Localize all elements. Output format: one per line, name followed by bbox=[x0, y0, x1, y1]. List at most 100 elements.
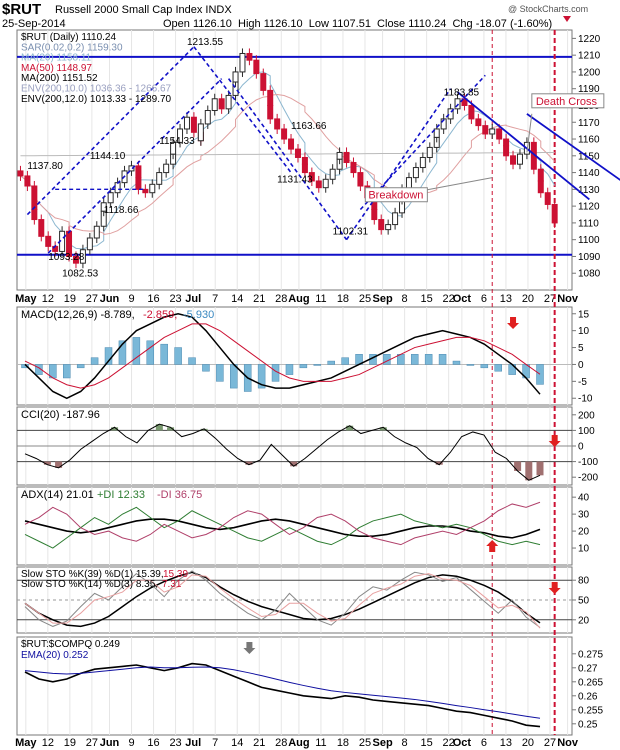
candle-body bbox=[301, 163, 308, 174]
x-tick-label: Aug bbox=[288, 293, 309, 305]
x-tick-label: 27 bbox=[544, 293, 556, 305]
candle-body bbox=[503, 145, 510, 157]
x-tick-label: 20 bbox=[522, 737, 534, 749]
candle-body bbox=[440, 118, 447, 130]
death-cross-callout-text: Death Cross bbox=[536, 96, 598, 108]
cci-oversold-fill bbox=[536, 461, 544, 476]
breakdown-callout-pointer bbox=[427, 177, 493, 191]
candle-body bbox=[107, 192, 114, 204]
x-tick-label: Jul bbox=[185, 293, 201, 305]
candle-body bbox=[350, 162, 357, 174]
macd-histogram-bar bbox=[466, 364, 475, 366]
x-tick-label: 27 bbox=[86, 293, 98, 305]
candle-body bbox=[93, 225, 100, 239]
adx-y-tick-label: 20 bbox=[578, 527, 590, 538]
candle-body bbox=[537, 180, 544, 194]
breakdown-callout-text: Breakdown bbox=[368, 190, 423, 202]
candle-body bbox=[392, 212, 399, 226]
x-tick-label: 6 bbox=[481, 293, 487, 305]
ticker-title: $RUT bbox=[2, 1, 42, 18]
candle-body bbox=[343, 151, 350, 164]
candle-body bbox=[426, 146, 433, 158]
price-y-tick-label: 1170 bbox=[578, 118, 600, 129]
down-arrow-icon bbox=[243, 642, 256, 654]
macd-histogram-bar bbox=[313, 364, 322, 366]
x-tick-label: Sep bbox=[373, 737, 393, 749]
candle-body bbox=[336, 151, 343, 160]
candle-body bbox=[86, 237, 93, 251]
macd-histogram-bar bbox=[452, 360, 461, 365]
cci-y-tick-label: 200 bbox=[578, 410, 595, 421]
macd-y-tick-label: -10 bbox=[578, 394, 593, 405]
exchange: INDX bbox=[205, 4, 232, 16]
price-y-tick-label: 1130 bbox=[578, 185, 600, 196]
candle-body bbox=[211, 98, 218, 112]
x-tick-label: 18 bbox=[337, 737, 349, 749]
adx-series-line bbox=[24, 506, 541, 549]
x-tick-label: 8 bbox=[402, 737, 408, 749]
macd-histogram-bar bbox=[257, 364, 266, 389]
x-tick-label: 22 bbox=[443, 293, 455, 305]
cci-overbought-fill bbox=[346, 425, 354, 431]
stoch-series-line bbox=[24, 571, 541, 628]
channel-line bbox=[359, 74, 486, 211]
candle-body bbox=[183, 116, 190, 130]
ratio-legend-entry: EMA(20) 0.252 bbox=[21, 650, 89, 661]
cci-oversold-fill bbox=[514, 461, 522, 471]
x-tick-label: 14 bbox=[231, 293, 243, 305]
price-annotation: 1102.31 bbox=[333, 227, 369, 238]
adx-legend-entry: -DI 36.75 bbox=[157, 489, 202, 501]
x-tick-label: 12 bbox=[42, 737, 54, 749]
x-tick-label: 19 bbox=[64, 293, 76, 305]
candle-body bbox=[38, 219, 45, 237]
macd-histogram-bar bbox=[424, 354, 433, 365]
cci-oversold-fill bbox=[55, 461, 63, 468]
candle-body bbox=[288, 138, 295, 150]
candle-body bbox=[551, 203, 558, 224]
x-tick-label: 28 bbox=[275, 737, 287, 749]
candle-body bbox=[385, 224, 392, 231]
candle-body bbox=[218, 98, 225, 110]
stoch-series-line bbox=[24, 573, 541, 629]
candle-body bbox=[204, 110, 211, 125]
candle-body bbox=[475, 118, 482, 127]
adx-legend-entry: +DI 12.33 bbox=[97, 489, 145, 501]
candle-body bbox=[378, 219, 385, 231]
stoch-y-tick-label: 80 bbox=[578, 576, 590, 587]
adx-y-tick-label: 30 bbox=[578, 510, 590, 521]
stoch-legend-entry: Slow STO %K(14) %D(3) 8.35, bbox=[21, 579, 158, 590]
down-arrow-icon bbox=[507, 317, 520, 329]
death-cross-callout-box bbox=[531, 93, 605, 109]
candle-body bbox=[114, 182, 121, 194]
candle-body bbox=[45, 235, 52, 247]
adx-legend-entry: ADX(14) 21.01 bbox=[21, 489, 94, 501]
macd-histogram-bar bbox=[188, 357, 196, 365]
x-tick-label: 16 bbox=[147, 737, 159, 749]
cci-y-tick-label: 100 bbox=[578, 426, 595, 437]
candle-body bbox=[447, 108, 454, 120]
x-tick-label: 13 bbox=[500, 293, 512, 305]
cci-overbought-fill bbox=[200, 428, 208, 431]
macd-histogram-bar bbox=[285, 364, 294, 375]
macd-histogram-bar bbox=[216, 364, 224, 382]
cci-overbought-fill bbox=[155, 424, 163, 431]
macd-y-tick-label: 10 bbox=[578, 326, 590, 337]
x-tick-label: 21 bbox=[253, 737, 265, 749]
x-tick-label: 9 bbox=[128, 293, 134, 305]
candle-body bbox=[253, 59, 260, 75]
macd-histogram-bar bbox=[202, 364, 210, 372]
stoch-legend-entry: 15.39 bbox=[163, 569, 188, 580]
price-y-tick-label: 1120 bbox=[578, 202, 600, 213]
adx-y-tick-label: 40 bbox=[578, 493, 590, 504]
x-tick-label: 20 bbox=[522, 293, 534, 305]
cci-overbought-fill bbox=[111, 427, 119, 431]
cci-line bbox=[24, 423, 541, 481]
macd-histogram-bar bbox=[341, 357, 349, 365]
down-arrow-icon bbox=[563, 16, 571, 22]
candle-body bbox=[489, 128, 496, 135]
price-y-tick-label: 1090 bbox=[578, 252, 601, 263]
candle-body bbox=[170, 141, 177, 155]
down-arrow-icon bbox=[548, 582, 561, 594]
macd-histogram-bar bbox=[410, 354, 419, 365]
ohlc-summary: Open 1126.10 High 1126.10 Low 1107.51 Cl… bbox=[163, 18, 553, 30]
